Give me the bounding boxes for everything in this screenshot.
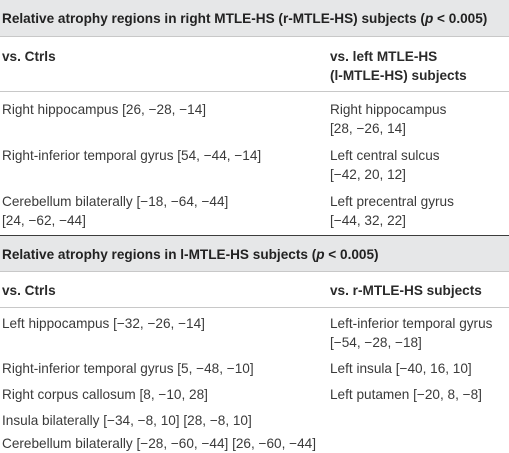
row-3-ctrls-line2: [24, −62, −44] [2, 213, 86, 228]
section-1-col-lmtle-line2: (l-MTLE-HS) subjects [330, 68, 467, 83]
s2-row-4-ctrls: Insula bilaterally [−34, −8, 10] [28, −8… [2, 413, 252, 428]
section-2-p-symbol: p [316, 247, 325, 262]
section-1-row-2: Right-inferior temporal gyrus [54, −44, … [0, 146, 509, 184]
section-1-row-1: Right hippocampus [26, −28, −14] Right h… [0, 100, 509, 138]
section-1-col-lmtle-line1: vs. left MTLE-HS [330, 49, 438, 64]
row-1-ctrls: Right hippocampus [26, −28, −14] [0, 100, 330, 138]
row-1-ctrls-line1: Right hippocampus [26, −28, −14] [2, 102, 207, 117]
s2-row-1-rmtle-line1: Left-inferior temporal gyrus [330, 316, 493, 331]
s2-row-2-ctrls: Right-inferior temporal gyrus [5, −48, −… [2, 361, 254, 376]
row-2-ctrls-line1: Right-inferior temporal gyrus [54, −44, … [2, 148, 262, 163]
section-2-header: Relative atrophy regions in l-MTLE-HS su… [0, 235, 509, 272]
row-3-ctrls: Cerebellum bilaterally [−18, −64, −44] [… [0, 192, 330, 230]
section-2-row-2: Right-inferior temporal gyrus [5, −48, −… [0, 359, 509, 378]
section-1-header: Relative atrophy regions in right MTLE-H… [0, 0, 509, 37]
section-1-row-3: Cerebellum bilaterally [−18, −64, −44] [… [0, 192, 509, 230]
row-2-lmtle-line1: Left central sulcus [330, 148, 440, 163]
section-1-col-ctrls: vs. Ctrls [2, 49, 56, 64]
section-1-column-headers: vs. Ctrls vs. left MTLE-HS (l-MTLE-HS) s… [0, 37, 509, 92]
section-1-threshold: < 0.005) [433, 11, 488, 26]
row-1-lmtle-line2: [28, −26, 14] [330, 121, 406, 136]
section-1-title: Relative atrophy regions in right MTLE-H… [2, 11, 425, 26]
s2-row-3-ctrls: Right corpus callosum [8, −10, 28] [2, 387, 208, 402]
s2-row-1-rmtle: Left-inferior temporal gyrus [−54, −28, … [330, 314, 509, 352]
row-2-lmtle: Left central sulcus [−42, 20, 12] [330, 146, 509, 184]
section-2-row-4: Insula bilaterally [−34, −8, 10] [28, −8… [0, 411, 509, 430]
row-3-lmtle-line1: Left precentral gyrus [330, 194, 454, 209]
row-3-lmtle-line2: [−44, 32, 22] [330, 213, 406, 228]
section-2-row-5: Cerebellum bilaterally [−28, −60, −44] [… [0, 434, 509, 453]
s2-row-2-rmtle: Left insula [−40, 16, 10] [330, 361, 472, 376]
row-1-lmtle-line1: Right hippocampus [330, 102, 447, 117]
s2-row-3-rmtle: Left putamen [−20, 8, −8] [330, 387, 482, 402]
section-2-row-1: Left hippocampus [−32, −26, −14] Left-in… [0, 314, 509, 352]
section-2-row-3: Right corpus callosum [8, −10, 28] Left … [0, 385, 509, 404]
row-3-ctrls-line1: Cerebellum bilaterally [−18, −64, −44] [2, 194, 229, 209]
section-2-threshold: < 0.005) [324, 247, 379, 262]
row-1-lmtle: Right hippocampus [28, −26, 14] [330, 100, 509, 138]
section-2-col-rmtle: vs. r-MTLE-HS subjects [330, 283, 482, 298]
s2-row-1-ctrls: Left hippocampus [−32, −26, −14] [2, 316, 205, 331]
s2-row-5-ctrls: Cerebellum bilaterally [−28, −60, −44] [… [2, 436, 316, 451]
section-1-p-symbol: p [424, 11, 434, 26]
row-2-ctrls: Right-inferior temporal gyrus [54, −44, … [0, 146, 330, 184]
row-2-lmtle-line2: [−42, 20, 12] [330, 167, 406, 182]
section-2-title: Relative atrophy regions in l-MTLE-HS su… [2, 247, 317, 262]
row-3-lmtle: Left precentral gyrus [−44, 32, 22] [330, 192, 509, 230]
s2-row-4-rmtle [330, 411, 509, 430]
section-1-col-lmtle: vs. left MTLE-HS (l-MTLE-HS) subjects [330, 47, 509, 91]
section-2-column-headers: vs. Ctrls vs. r-MTLE-HS subjects [0, 272, 509, 308]
section-2-col-ctrls: vs. Ctrls [2, 283, 56, 298]
s2-row-1-rmtle-line2: [−54, −28, −18] [330, 335, 422, 350]
